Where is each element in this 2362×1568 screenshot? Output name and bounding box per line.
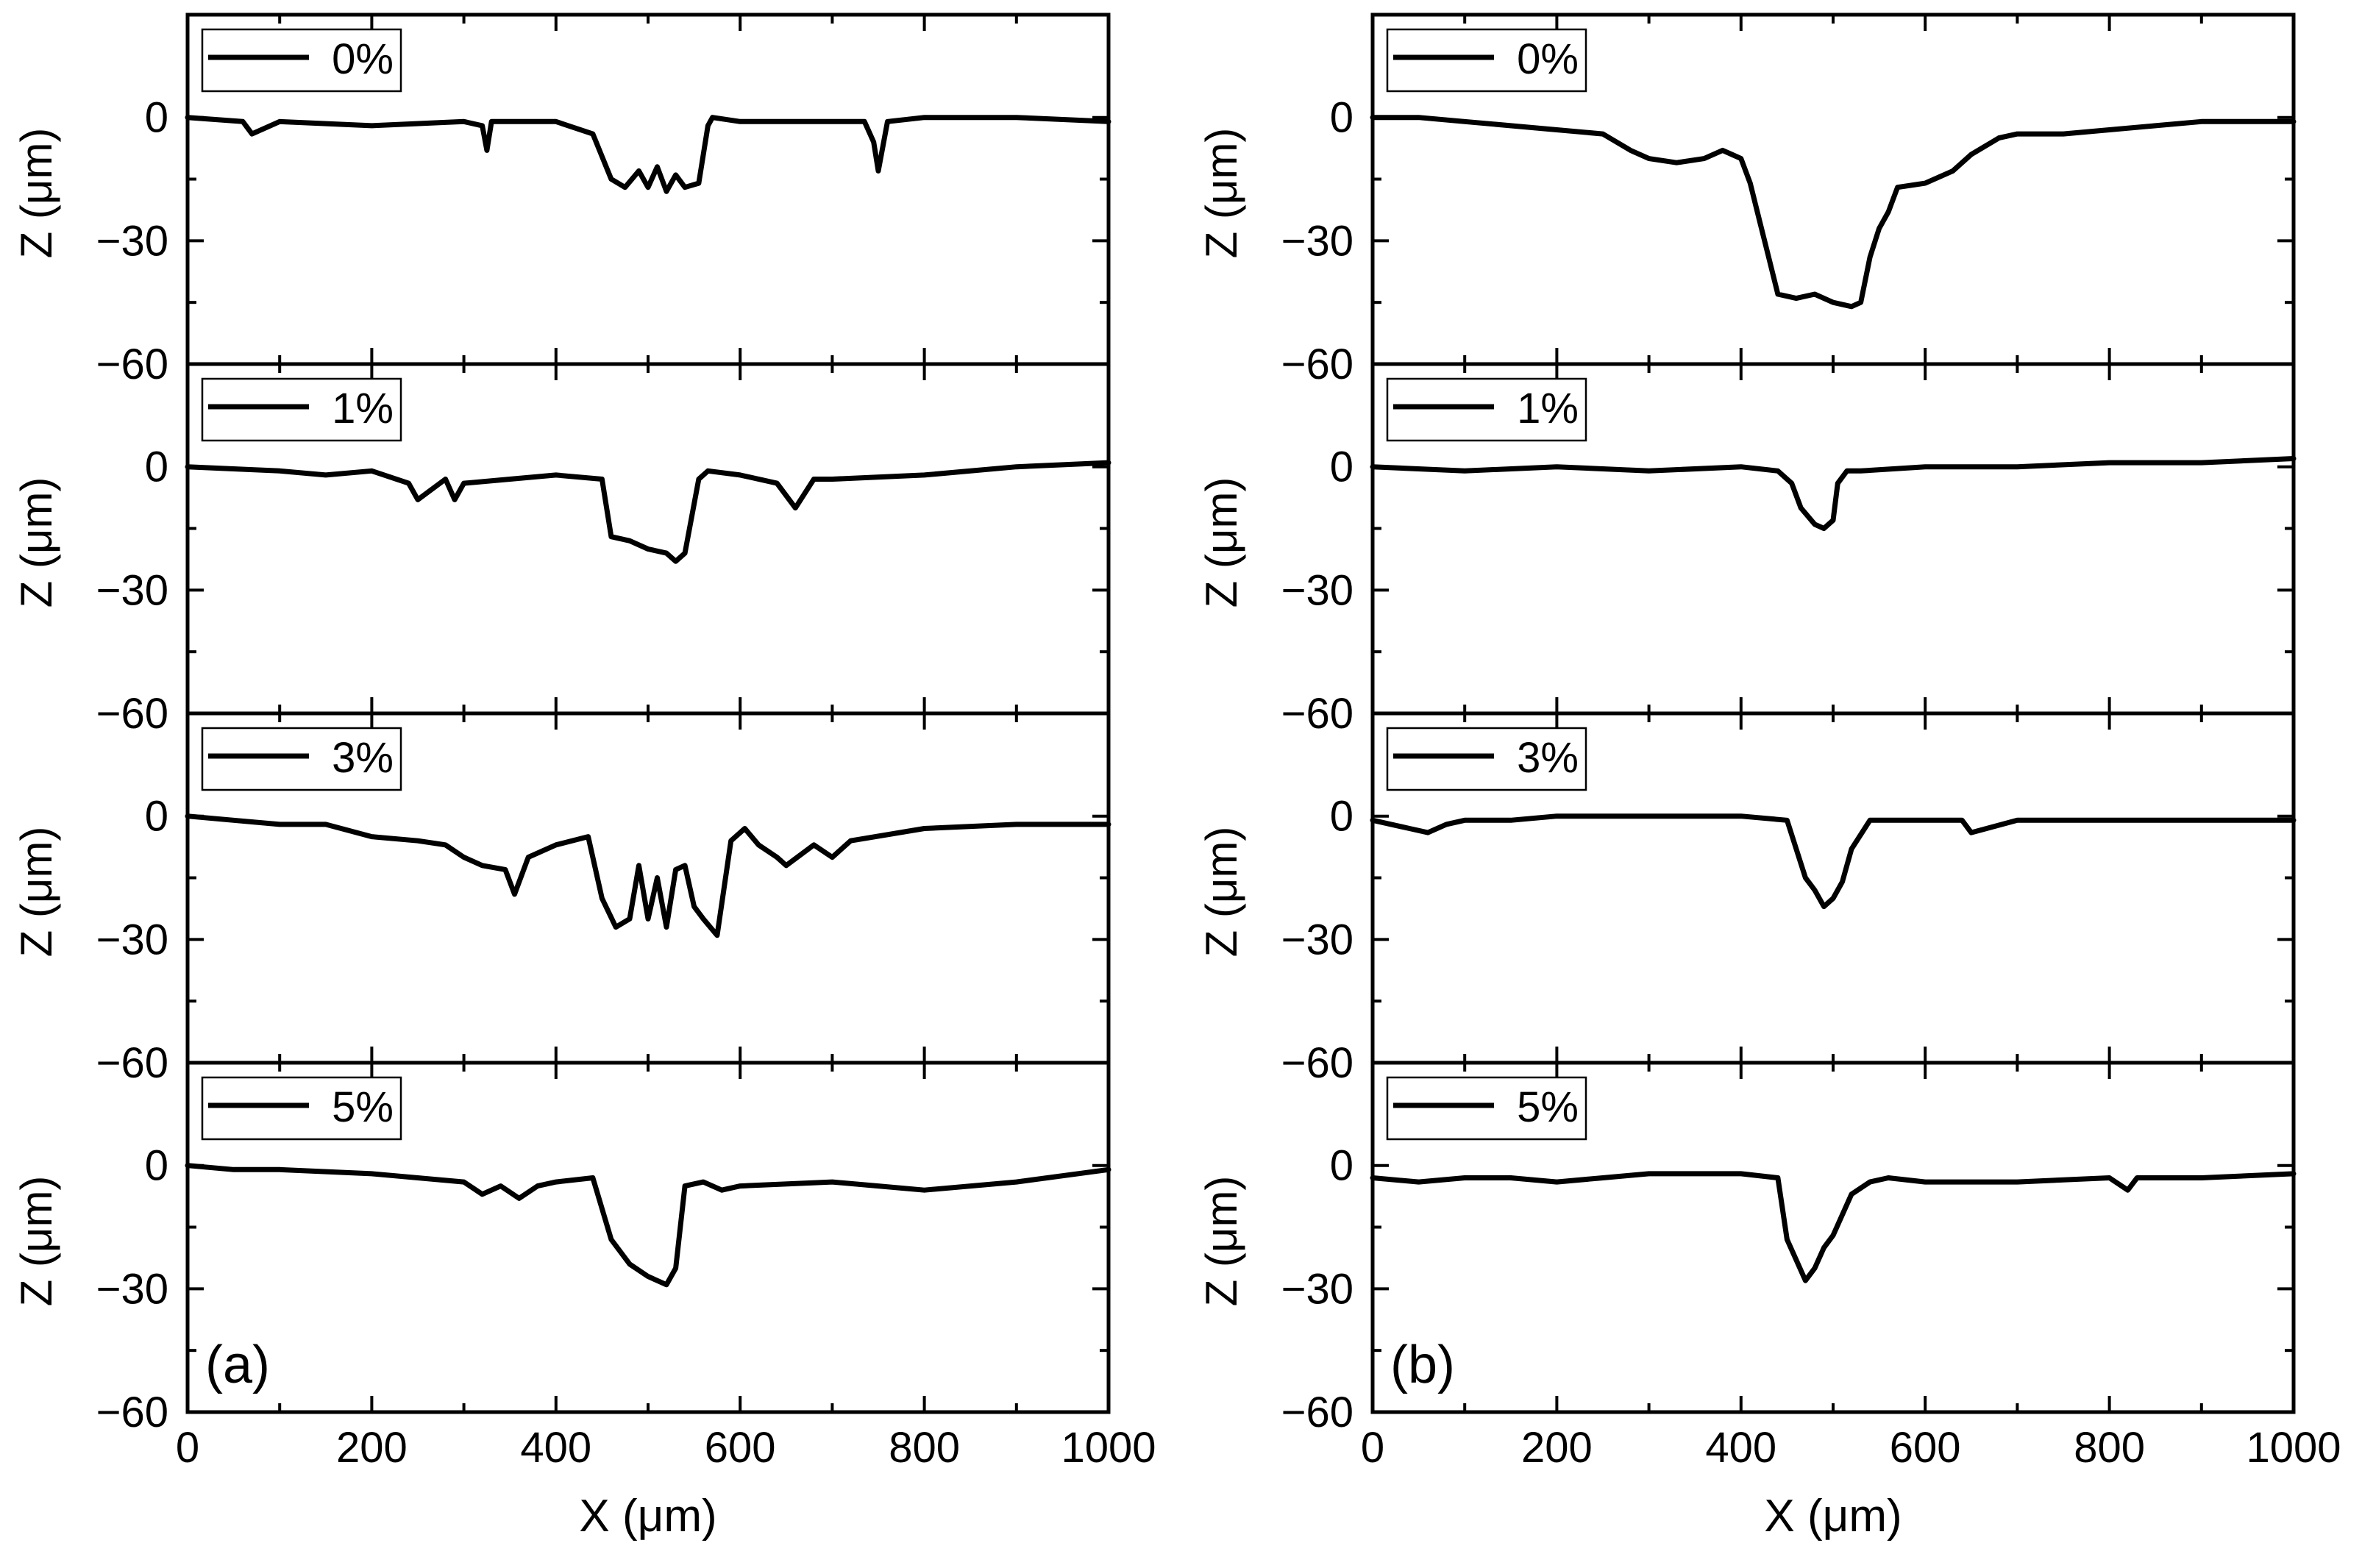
y-tick-label: −60 xyxy=(96,341,168,388)
legend-label: 5% xyxy=(332,1083,394,1131)
series-line-5% xyxy=(185,1163,1111,1288)
legend-box xyxy=(1386,1076,1587,1141)
y-tick-label: −30 xyxy=(1281,1265,1353,1313)
legend: 5% xyxy=(201,1076,402,1141)
x-tick-label: 600 xyxy=(1890,1424,1961,1472)
legend-box xyxy=(1386,727,1587,791)
x-tick-label: 200 xyxy=(1521,1424,1593,1472)
legend: 3% xyxy=(201,727,402,791)
legend-label: 0% xyxy=(332,35,394,83)
subplot-1: 0 −30 −60 Z (μm) 0% xyxy=(12,13,1111,388)
panel-a: 0 −30 −60 Z (μm) 0% 0 −30 −60 Z (μm) 1% 0 −30 −60 Z (… xyxy=(12,13,1156,1542)
subplot-4: 0 −30 −60 Z (μm) 5% xyxy=(1197,1061,2297,1436)
y-axis-label: Z (μm) xyxy=(12,1176,61,1307)
legend: 1% xyxy=(1386,377,1587,442)
y-axis-label: Z (μm) xyxy=(1197,1176,1246,1307)
legend-box xyxy=(201,727,402,791)
x-tick-label: 800 xyxy=(889,1424,960,1472)
y-tick-label: −30 xyxy=(96,566,168,614)
series-line-1% xyxy=(185,460,1111,564)
y-axis-label: Z (μm) xyxy=(1197,477,1246,608)
y-tick-label: −30 xyxy=(1281,916,1353,963)
y-tick-label: −30 xyxy=(96,1265,168,1313)
panel-label: (a) xyxy=(205,1336,270,1394)
legend-label: 1% xyxy=(1517,385,1579,432)
legend-box xyxy=(201,1076,402,1141)
y-axis-label: Z (μm) xyxy=(12,827,61,958)
y-tick-label: 0 xyxy=(145,793,168,841)
y-tick-label: 0 xyxy=(145,443,168,491)
x-tick-label: 400 xyxy=(1705,1424,1776,1472)
y-tick-label: 0 xyxy=(1330,443,1353,491)
y-tick-label: −60 xyxy=(96,1389,168,1436)
subplot-2: 0 −30 −60 Z (μm) 1% xyxy=(1197,362,2297,738)
y-tick-label: −60 xyxy=(1281,690,1353,738)
x-tick-label: 1000 xyxy=(2246,1424,2341,1472)
legend-box xyxy=(201,28,402,93)
series-line-0% xyxy=(185,115,1111,194)
x-tick-label: 800 xyxy=(2074,1424,2145,1472)
panel-b: 0 −30 −60 Z (μm) 0% 0 −30 −60 Z (μm) 1% 0 −30 −60 Z (… xyxy=(1197,13,2341,1542)
y-axis-label: Z (μm) xyxy=(1197,128,1246,259)
legend-label: 1% xyxy=(332,385,394,432)
y-tick-label: 0 xyxy=(145,94,168,142)
y-tick-label: 0 xyxy=(1330,1142,1353,1190)
y-tick-label: −30 xyxy=(1281,566,1353,614)
legend: 1% xyxy=(201,377,402,442)
legend: 3% xyxy=(1386,727,1587,791)
panel-label: (b) xyxy=(1390,1336,1455,1394)
y-tick-label: −60 xyxy=(1281,341,1353,388)
y-axis-label: Z (μm) xyxy=(12,477,61,608)
legend-label: 5% xyxy=(1517,1083,1579,1131)
y-axis-label: Z (μm) xyxy=(12,128,61,259)
x-axis-label: X (μm) xyxy=(1764,1491,1902,1542)
x-tick-label: 600 xyxy=(705,1424,776,1472)
y-tick-label: 0 xyxy=(1330,793,1353,841)
subplot-4: 0 −30 −60 Z (μm) 5% xyxy=(12,1061,1111,1436)
subplot-2: 0 −30 −60 Z (μm) 1% xyxy=(12,362,1111,738)
y-tick-label: −60 xyxy=(96,1039,168,1087)
y-axis-label: Z (μm) xyxy=(1197,827,1246,958)
y-tick-label: 0 xyxy=(1330,94,1353,142)
legend-label: 3% xyxy=(332,734,394,782)
subplot-3: 0 −30 −60 Z (μm) 3% xyxy=(12,711,1111,1087)
legend-box xyxy=(1386,377,1587,442)
x-axis-label: X (μm) xyxy=(579,1491,716,1542)
subplot-1: 0 −30 −60 Z (μm) 0% xyxy=(1197,13,2297,388)
y-tick-label: −30 xyxy=(1281,217,1353,265)
x-tick-label: 200 xyxy=(336,1424,408,1472)
legend-label: 0% xyxy=(1517,35,1579,83)
legend: 5% xyxy=(1386,1076,1587,1141)
x-tick-label: 400 xyxy=(520,1424,591,1472)
y-tick-label: −30 xyxy=(96,217,168,265)
y-tick-label: −30 xyxy=(96,916,168,963)
series-line-5% xyxy=(1370,1171,2297,1283)
series-line-3% xyxy=(1370,813,2297,910)
y-tick-label: −60 xyxy=(1281,1039,1353,1087)
series-line-3% xyxy=(185,813,1111,938)
y-tick-label: −60 xyxy=(1281,1389,1353,1436)
x-tick-label: 1000 xyxy=(1061,1424,1156,1472)
subplot-3: 0 −30 −60 Z (μm) 3% xyxy=(1197,711,2297,1087)
series-line-1% xyxy=(1370,456,2297,531)
legend-label: 3% xyxy=(1517,734,1579,782)
legend: 0% xyxy=(201,28,402,93)
y-tick-label: 0 xyxy=(145,1142,168,1190)
x-tick-label: 0 xyxy=(176,1424,199,1472)
legend: 0% xyxy=(1386,28,1587,93)
x-tick-label: 0 xyxy=(1361,1424,1384,1472)
y-tick-label: −60 xyxy=(96,690,168,738)
legend-box xyxy=(1386,28,1587,93)
legend-box xyxy=(201,377,402,442)
series-line-0% xyxy=(1370,115,2297,310)
